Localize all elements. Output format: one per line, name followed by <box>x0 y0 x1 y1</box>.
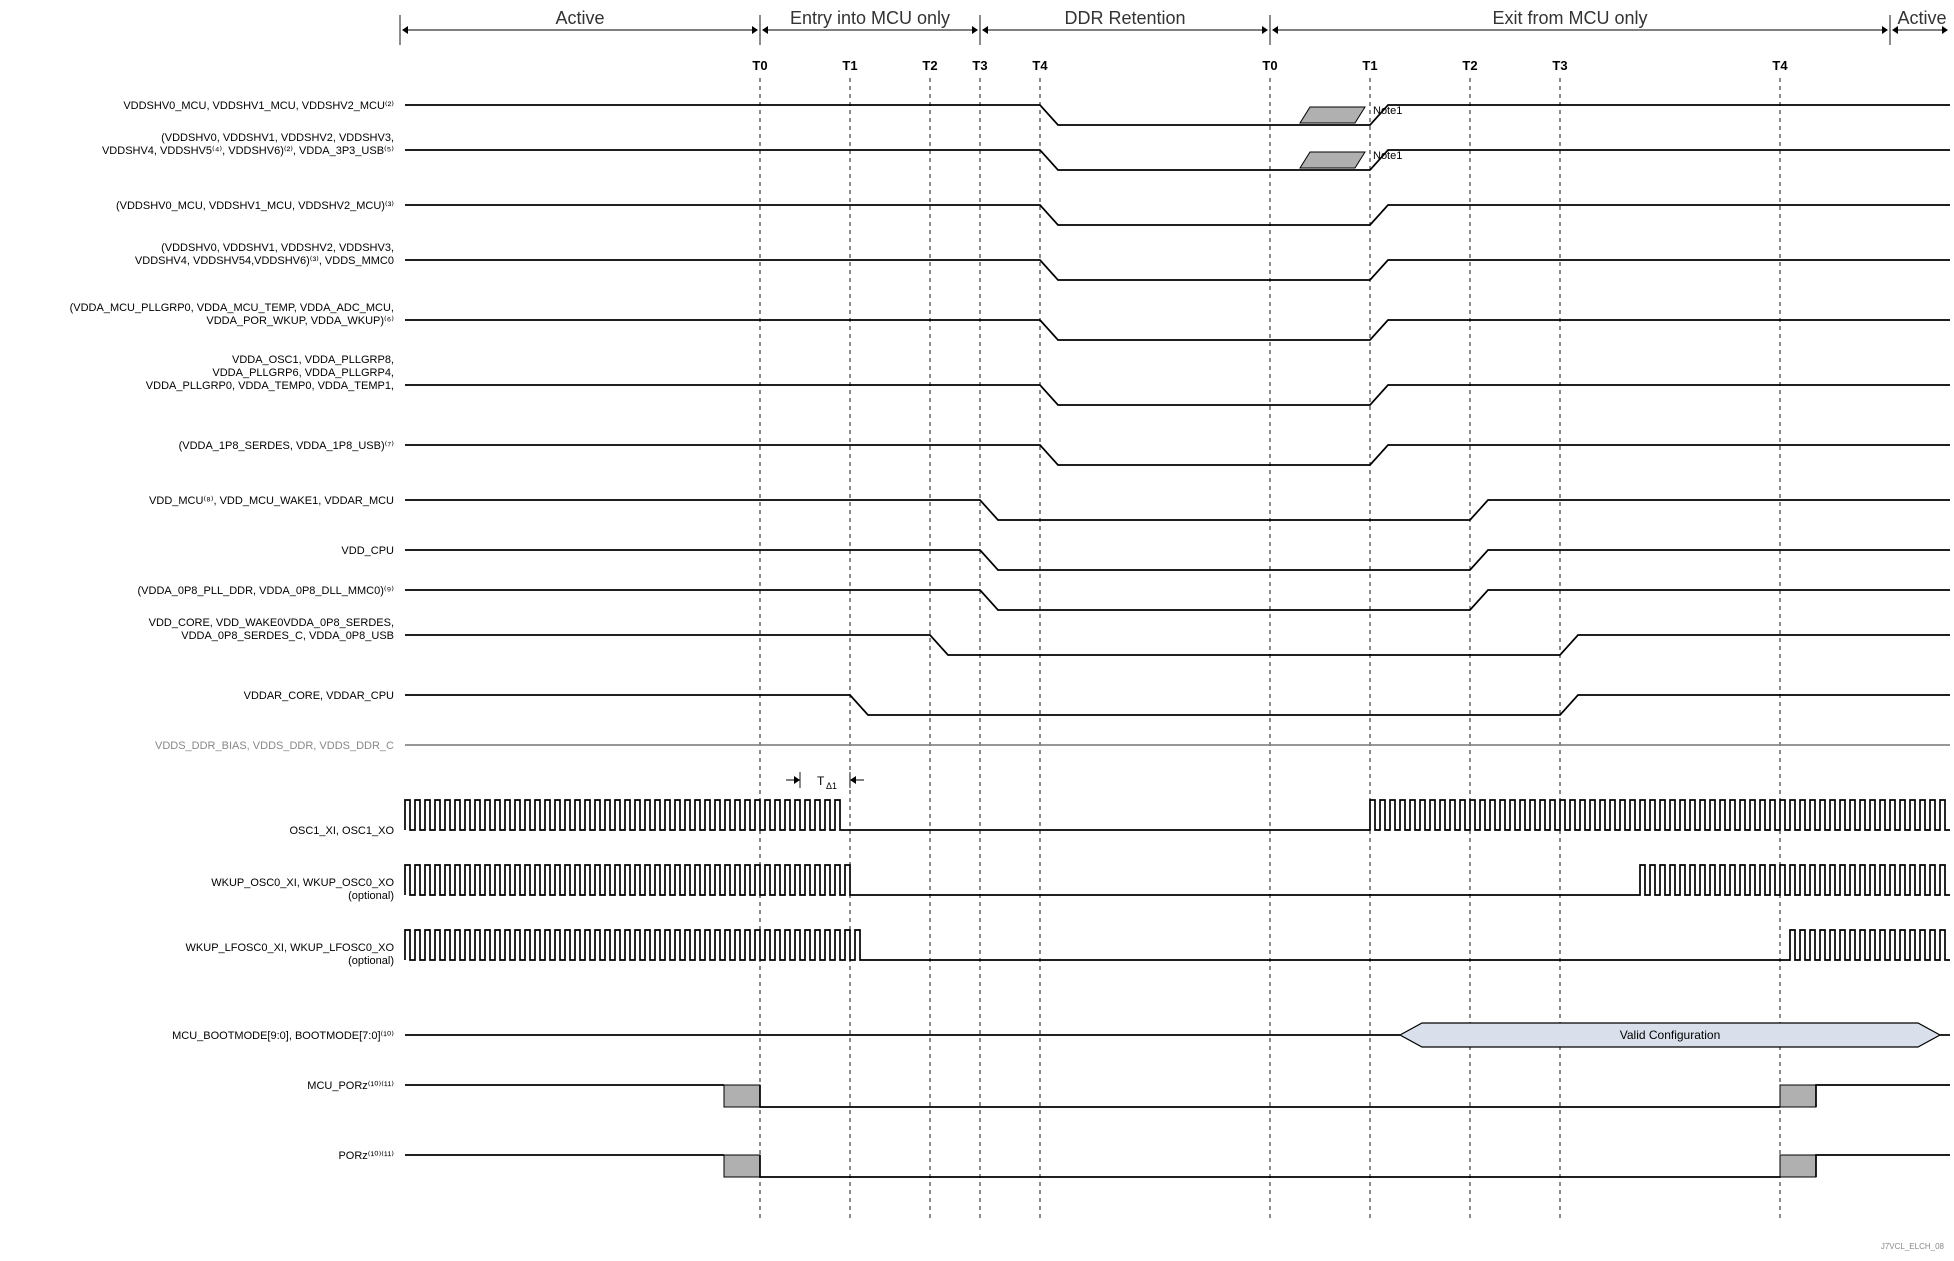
note-icon <box>1300 107 1365 123</box>
signal-label: MCU_BOOTMODE[9:0], BOOTMODE[7:0]⁽¹⁰⁾ <box>172 1030 394 1042</box>
clock-trace <box>405 865 1950 895</box>
phase-label: Exit from MCU only <box>1492 8 1647 28</box>
signal-label: (VDDSHV0_MCU, VDDSHV1_MCU, VDDSHV2_MCU)⁽… <box>116 200 394 212</box>
signal-label: (VDDSHV0, VDDSHV1, VDDSHV2, VDDSHV3, <box>161 132 394 144</box>
supply-trace <box>405 445 1950 465</box>
signal-label: VDD_CPU <box>341 545 394 557</box>
signal-label: (VDDA_1P8_SERDES, VDDA_1P8_USB)⁽⁷⁾ <box>179 440 395 452</box>
phase-label: Active <box>555 8 604 28</box>
signal-label: OSC1_XI, OSC1_XO <box>289 825 394 837</box>
signal-label: VDDA_PLLGRP6, VDDA_PLLGRP4, <box>212 367 394 379</box>
signal-label: VDDSHV4, VDDSHV54,VDDSHV6)⁽³⁾, VDDS_MMC0 <box>135 255 394 267</box>
phase-label: Active <box>1897 8 1946 28</box>
signal-label: (VDDSHV0, VDDSHV1, VDDSHV2, VDDSHV3, <box>161 242 394 254</box>
signal-label: (optional) <box>348 955 394 967</box>
undef-region <box>724 1155 760 1177</box>
phase-label: Entry into MCU only <box>790 8 950 28</box>
signal-label: VDDSHV0_MCU, VDDSHV1_MCU, VDDSHV2_MCU⁽²⁾ <box>123 100 394 112</box>
time-label: T4 <box>1032 58 1048 73</box>
time-label: T2 <box>922 58 937 73</box>
note-icon <box>1300 152 1365 168</box>
supply-trace <box>405 320 1950 340</box>
supply-trace <box>405 105 1950 125</box>
supply-trace <box>405 500 1950 520</box>
undef-region <box>1780 1155 1816 1177</box>
clock-trace <box>405 800 1950 830</box>
undef-region <box>724 1085 760 1107</box>
time-label: T0 <box>1262 58 1277 73</box>
note-label: Note1 <box>1373 150 1402 162</box>
signal-label: VDD_CORE, VDD_WAKE0VDDA_0P8_SERDES, <box>149 617 394 629</box>
supply-trace <box>405 260 1950 280</box>
signal-label: VDDAR_CORE, VDDAR_CPU <box>244 690 394 702</box>
signal-label: WKUP_OSC0_XI, WKUP_OSC0_XO <box>211 877 394 889</box>
supply-trace <box>405 635 1950 655</box>
signal-label: VDDA_POR_WKUP, VDDA_WKUP)⁽⁶⁾ <box>206 315 394 327</box>
time-label: T3 <box>972 58 987 73</box>
supply-trace <box>405 550 1950 570</box>
time-label: T2 <box>1462 58 1477 73</box>
signal-label: (VDDA_0P8_PLL_DDR, VDDA_0P8_DLL_MMC0)⁽⁹⁾ <box>138 585 395 597</box>
signal-label: (VDDA_MCU_PLLGRP0, VDDA_MCU_TEMP, VDDA_A… <box>70 302 394 314</box>
note-label: Note1 <box>1373 105 1402 117</box>
signal-label: (optional) <box>348 890 394 902</box>
signal-label: VDDA_OSC1, VDDA_PLLGRP8, <box>232 354 394 366</box>
signal-label: PORz⁽¹⁰⁾⁽¹¹⁾ <box>338 1150 394 1162</box>
supply-trace <box>405 590 1950 610</box>
delta-label: T <box>817 774 825 788</box>
time-label: T4 <box>1772 58 1788 73</box>
undef-region <box>1780 1085 1816 1107</box>
supply-trace <box>405 385 1950 405</box>
time-label: T1 <box>1362 58 1377 73</box>
signal-label: WKUP_LFOSC0_XI, WKUP_LFOSC0_XO <box>186 942 395 954</box>
signal-label: VDDA_PLLGRP0, VDDA_TEMP0, VDDA_TEMP1, <box>146 380 394 392</box>
svg-text:Δ1: Δ1 <box>826 781 837 791</box>
time-label: T0 <box>752 58 767 73</box>
time-label: T3 <box>1552 58 1567 73</box>
figure-id: J7VCL_ELCH_08 <box>1881 1242 1945 1251</box>
signal-label: VDDSHV4, VDDSHV5⁽⁴⁾, VDDSHV6)⁽²⁾, VDDA_3… <box>102 145 394 157</box>
signal-label: VDDA_0P8_SERDES_C, VDDA_0P8_USB <box>181 630 394 642</box>
signal-label: MCU_PORz⁽¹⁰⁾⁽¹¹⁾ <box>307 1080 394 1092</box>
phase-label: DDR Retention <box>1064 8 1185 28</box>
clock-trace <box>405 930 1950 960</box>
signal-label: VDDS_DDR_BIAS, VDDS_DDR, VDDS_DDR_C <box>155 740 394 752</box>
supply-trace <box>405 205 1950 225</box>
valid-config-label: Valid Configuration <box>1620 1028 1721 1042</box>
supply-trace <box>405 150 1950 170</box>
signal-label: VDD_MCU⁽⁸⁾, VDD_MCU_WAKE1, VDDAR_MCU <box>149 495 394 507</box>
supply-trace <box>405 695 1950 715</box>
time-label: T1 <box>842 58 857 73</box>
